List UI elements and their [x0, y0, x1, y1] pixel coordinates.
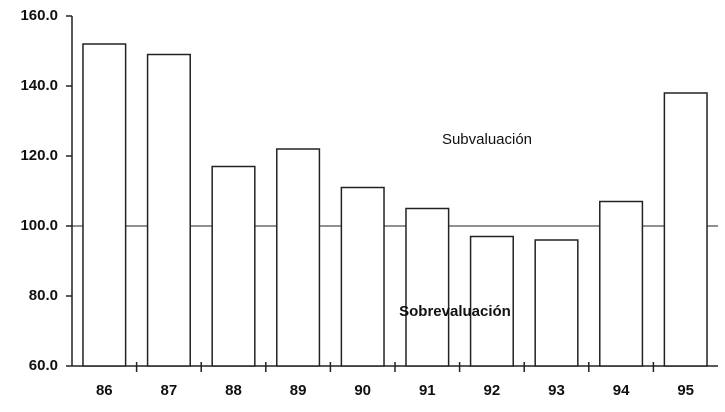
x-tick-label: 90: [354, 382, 371, 399]
annotation: Sobrevaluación: [399, 303, 511, 320]
bar: [146, 53, 191, 367]
bar: [276, 148, 321, 367]
x-tick-label: 89: [290, 382, 307, 399]
bar: [82, 43, 127, 367]
annotation: Subvaluación: [442, 131, 532, 148]
bar: [469, 235, 514, 367]
x-tick-label: 87: [161, 382, 178, 399]
y-tick-label: 140.0: [20, 77, 58, 94]
y-tick-label: 120.0: [20, 147, 58, 164]
y-tick-label: 100.0: [20, 217, 58, 234]
x-tick-label: 94: [613, 382, 630, 399]
bar: [663, 92, 708, 367]
y-tick-label: 60.0: [29, 357, 58, 374]
bar: [211, 165, 256, 367]
x-tick-label: 91: [419, 382, 436, 399]
x-tick-label: 86: [96, 382, 113, 399]
x-tick-label: 95: [677, 382, 694, 399]
x-tick-label: 93: [548, 382, 565, 399]
bar: [405, 207, 450, 367]
y-tick-label: 80.0: [29, 287, 58, 304]
bar: [534, 239, 579, 367]
bar: [599, 200, 644, 367]
x-tick-label: 92: [484, 382, 501, 399]
y-tick-label: 160.0: [20, 7, 58, 24]
bar: [340, 186, 385, 367]
x-tick-label: 88: [225, 382, 242, 399]
